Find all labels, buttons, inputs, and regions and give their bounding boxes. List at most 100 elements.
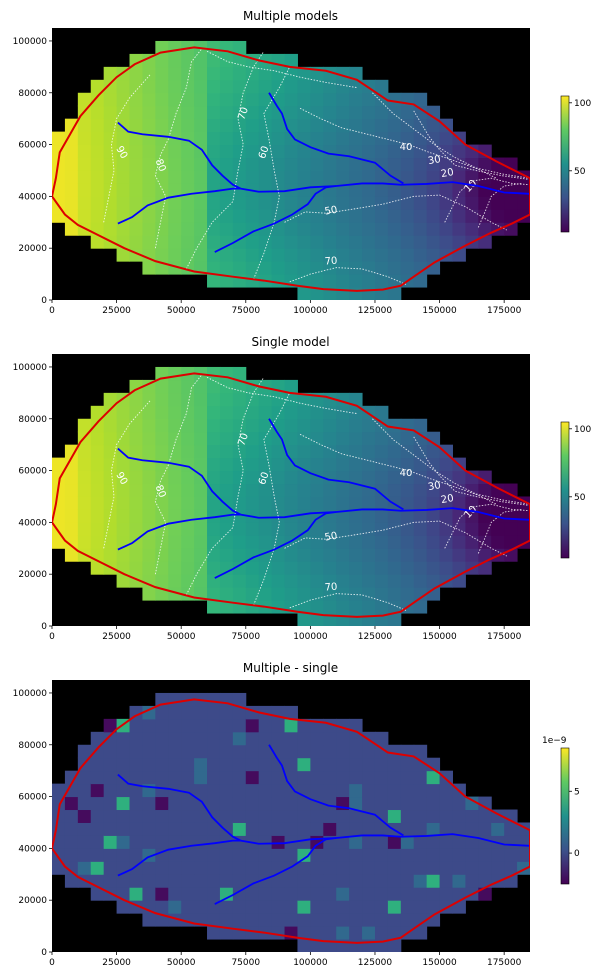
heatmap-cell bbox=[77, 809, 92, 823]
heatmap-cell bbox=[155, 874, 169, 888]
heatmap-cell bbox=[219, 405, 234, 420]
heatmap-cell bbox=[297, 496, 311, 510]
heatmap-cell bbox=[271, 822, 286, 836]
heatmap-cell bbox=[413, 431, 428, 446]
heatmap-cell bbox=[129, 796, 143, 811]
heatmap-cell bbox=[116, 431, 131, 446]
heatmap-cell bbox=[349, 600, 363, 614]
heatmap-cell bbox=[142, 770, 156, 785]
colorbar-tick-label: 5 bbox=[574, 787, 580, 797]
heatmap-cell bbox=[387, 874, 402, 888]
heatmap-cell bbox=[297, 835, 311, 849]
heatmap-cell bbox=[103, 757, 118, 772]
heatmap-cell bbox=[297, 79, 311, 94]
heatmap-cell bbox=[103, 418, 118, 433]
heatmap-cell bbox=[129, 105, 143, 120]
heatmap-cell bbox=[77, 744, 92, 759]
heatmap-cell bbox=[400, 483, 415, 497]
heatmap-cell bbox=[374, 874, 389, 888]
heatmap-cell bbox=[258, 131, 273, 146]
heatmap-cell bbox=[181, 718, 195, 733]
contour-line bbox=[103, 74, 151, 223]
heatmap-cell bbox=[90, 118, 105, 133]
heatmap-cell bbox=[439, 222, 453, 236]
heatmap-cell bbox=[103, 157, 118, 171]
heatmap-cell bbox=[284, 757, 298, 772]
heatmap-cell bbox=[504, 822, 518, 836]
heatmap-cell bbox=[362, 861, 376, 875]
heatmap-cell bbox=[387, 235, 402, 249]
heatmap-cell bbox=[323, 574, 337, 588]
heatmap-cell bbox=[90, 861, 105, 875]
river-line bbox=[117, 187, 241, 225]
heatmap-cell bbox=[478, 548, 492, 562]
heatmap-cell bbox=[194, 822, 208, 836]
heatmap-cell bbox=[349, 809, 363, 823]
heatmap-cell bbox=[116, 405, 131, 420]
heatmap-cell bbox=[387, 274, 402, 288]
contour-line bbox=[284, 194, 507, 231]
heatmap-cell bbox=[271, 783, 286, 798]
heatmap-cell bbox=[207, 379, 221, 394]
heatmap-cell bbox=[439, 522, 453, 536]
heatmap-cell bbox=[465, 209, 479, 223]
heatmap-cell bbox=[439, 535, 453, 549]
heatmap-cell bbox=[336, 196, 350, 210]
heatmap-cell bbox=[465, 535, 479, 549]
heatmap-cell bbox=[168, 79, 182, 94]
heatmap-cell bbox=[142, 574, 156, 588]
heatmap-cell bbox=[207, 444, 221, 459]
heatmap-cell bbox=[310, 209, 324, 223]
heatmap-cell bbox=[413, 913, 428, 927]
heatmap-cell bbox=[219, 600, 234, 614]
heatmap-cell bbox=[232, 418, 247, 433]
heatmap-cell bbox=[374, 196, 389, 210]
heatmap-cell bbox=[116, 548, 131, 562]
heatmap-cell bbox=[219, 144, 234, 159]
heatmap-cell bbox=[387, 900, 402, 914]
x-tick-label: 75000 bbox=[231, 958, 260, 968]
heatmap-cell bbox=[439, 496, 453, 510]
heatmap-cell bbox=[349, 874, 363, 888]
heatmap-cell bbox=[232, 222, 247, 236]
heatmap-cell bbox=[349, 522, 363, 536]
heatmap-cell bbox=[284, 522, 298, 536]
heatmap-cell bbox=[478, 196, 492, 210]
heatmap-cell bbox=[232, 587, 247, 601]
contour-line bbox=[372, 92, 530, 179]
heatmap-cell bbox=[517, 522, 530, 536]
heatmap-cell bbox=[478, 796, 492, 811]
heatmap-cell bbox=[297, 731, 311, 746]
heatmap-cell bbox=[336, 835, 350, 849]
heatmap-cell bbox=[426, 900, 441, 914]
heatmap-cell bbox=[310, 418, 324, 433]
heatmap-cell bbox=[194, 66, 208, 81]
heatmap-cell bbox=[284, 196, 298, 210]
heatmap-cell bbox=[207, 40, 221, 55]
heatmap-cell bbox=[207, 744, 221, 759]
heatmap-cell bbox=[155, 431, 169, 446]
heatmap-cell bbox=[194, 105, 208, 120]
heatmap-cell bbox=[142, 822, 156, 836]
heatmap-cell bbox=[387, 757, 402, 772]
heatmap-cell bbox=[323, 209, 337, 223]
heatmap-cell bbox=[219, 848, 234, 862]
heatmap-cell bbox=[181, 822, 195, 836]
heatmap-cell bbox=[129, 522, 143, 536]
heatmap-cell bbox=[207, 757, 221, 772]
heatmap-cell bbox=[349, 822, 363, 836]
heatmap-cell bbox=[400, 770, 415, 785]
heatmap-cell bbox=[284, 457, 298, 472]
heatmap-cell bbox=[168, 861, 182, 875]
x-tick-label: 25000 bbox=[102, 958, 131, 968]
heatmap-cell bbox=[245, 157, 260, 171]
heatmap-cell bbox=[168, 196, 182, 210]
heatmap-cell bbox=[336, 783, 350, 798]
heatmap-cell bbox=[426, 835, 441, 849]
heatmap-cell bbox=[181, 418, 195, 433]
heatmap-cell bbox=[465, 861, 479, 875]
heatmap-cell bbox=[219, 731, 234, 746]
heatmap-cell bbox=[194, 574, 208, 588]
heatmap-cell bbox=[155, 705, 169, 720]
